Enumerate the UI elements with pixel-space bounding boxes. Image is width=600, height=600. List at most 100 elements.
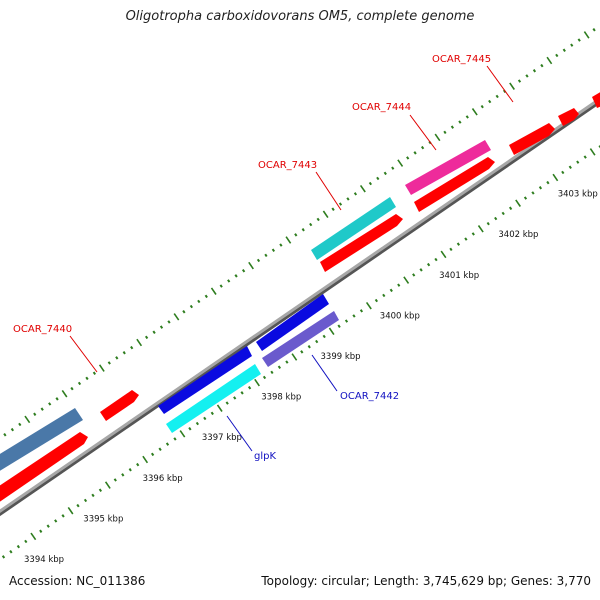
inner-tick (538, 186, 543, 190)
map-title: Oligotropha carboxidovorans OM5, complet… (125, 9, 475, 24)
inner-tick (307, 345, 311, 349)
inner-tick (216, 404, 223, 412)
outer-tick (546, 56, 553, 65)
inner-tick (210, 411, 214, 416)
inner-tick (240, 391, 244, 395)
scale-label: 3394 kbp (24, 555, 64, 565)
outer-tick (3, 433, 7, 437)
gene-label-7444[interactable]: OCAR_7444 (352, 102, 411, 113)
inner-tick (291, 353, 298, 361)
outer-tick (495, 94, 499, 99)
gene-label-7445[interactable]: OCAR_7445 (432, 54, 491, 65)
inner-tick (359, 309, 364, 313)
inner-tick (508, 206, 513, 211)
inner-tick (523, 196, 528, 200)
gene-arrow-7443[interactable] (320, 214, 403, 272)
inner-tick (403, 276, 410, 284)
feature-cyan-7443[interactable] (311, 197, 396, 260)
scale-label: 3398 kbp (261, 393, 301, 403)
inner-tick (456, 242, 461, 246)
gene-arrow-7445-a[interactable] (509, 123, 555, 155)
outer-tick (525, 74, 529, 78)
inner-tick (494, 216, 498, 221)
feature-cyan-glpK[interactable] (166, 364, 261, 433)
outer-tick (33, 412, 37, 416)
outer-tick (397, 159, 404, 167)
feature-blue-2[interactable] (256, 294, 329, 351)
inner-tick (583, 155, 587, 159)
gene-arrow-7440-a[interactable] (0, 432, 88, 503)
outer-tick (136, 338, 143, 347)
feature-steelblue[interactable] (0, 408, 83, 472)
inner-tick (440, 250, 447, 259)
outer-tick (391, 166, 395, 170)
outer-tick (577, 38, 581, 42)
outer-tick (309, 222, 313, 227)
scale-label: 3402 kbp (498, 230, 538, 240)
outer-tick (85, 376, 89, 381)
outer-tick (570, 43, 574, 47)
outer-tick (376, 176, 380, 181)
inner-tick (233, 396, 237, 400)
inner-tick (225, 401, 229, 405)
inner-tick (39, 529, 43, 533)
leader-glpK (226, 415, 253, 452)
outer-tick (353, 192, 358, 196)
gene-label-glpK[interactable]: glpK (254, 451, 276, 462)
outer-tick (532, 69, 537, 73)
gene-arrow-7445-b[interactable] (558, 108, 579, 126)
outer-tick (301, 228, 305, 232)
feature-slateblue-7442[interactable] (262, 311, 339, 367)
outer-tick (18, 422, 22, 427)
inner-tick (262, 375, 267, 380)
inner-tick (54, 519, 58, 523)
inner-tick (344, 319, 349, 323)
gene-label-7442[interactable]: OCAR_7442 (340, 391, 399, 402)
outer-tick (443, 130, 447, 135)
outer-tick (592, 28, 596, 32)
outer-features (0, 140, 491, 472)
outer-tick (517, 79, 522, 83)
inner-tick-track (1, 145, 600, 559)
outer-tick (122, 351, 126, 355)
feature-pink-7444[interactable] (405, 140, 491, 195)
outer-tick (420, 145, 425, 150)
gene-arrow-7444[interactable] (414, 157, 495, 212)
gene-label-7440[interactable]: OCAR_7440 (13, 324, 72, 335)
gene-arrow-7446[interactable] (592, 91, 600, 108)
inner-tick (426, 262, 431, 267)
gene-arrow-7440-b[interactable] (100, 390, 139, 421)
scale-label: 3400 kbp (380, 311, 420, 321)
inner-tick (471, 232, 475, 236)
inner-tick (277, 365, 282, 369)
inner-tick (382, 293, 386, 298)
outer-tick (488, 99, 492, 104)
gene-label-7443[interactable]: OCAR_7443 (258, 160, 317, 171)
leader-7444 (409, 114, 437, 151)
inner-tick (531, 191, 535, 195)
outer-tick (322, 210, 329, 219)
outer-tick (77, 381, 82, 386)
label-leaders (69, 65, 514, 452)
inner-tick (501, 211, 505, 216)
outer-tick (256, 258, 261, 263)
feature-blue-1[interactable] (158, 346, 252, 414)
inner-tick (285, 360, 289, 364)
inner-tick (397, 283, 401, 287)
outer-tick (294, 233, 298, 237)
outer-tick (346, 197, 350, 201)
outer-tick (562, 48, 566, 52)
outer-tick (458, 120, 462, 124)
inner-tick (128, 468, 132, 472)
inner-tick (1, 555, 6, 559)
outer-tick (413, 151, 417, 155)
inner-tick (419, 268, 423, 272)
outer-tick (189, 304, 194, 309)
backbone-shadow (0, 97, 600, 517)
outer-tick-track (3, 24, 600, 437)
outer-tick (48, 402, 52, 406)
inner-tick (337, 324, 341, 328)
outer-tick (338, 202, 343, 206)
inner-tick (46, 524, 50, 528)
